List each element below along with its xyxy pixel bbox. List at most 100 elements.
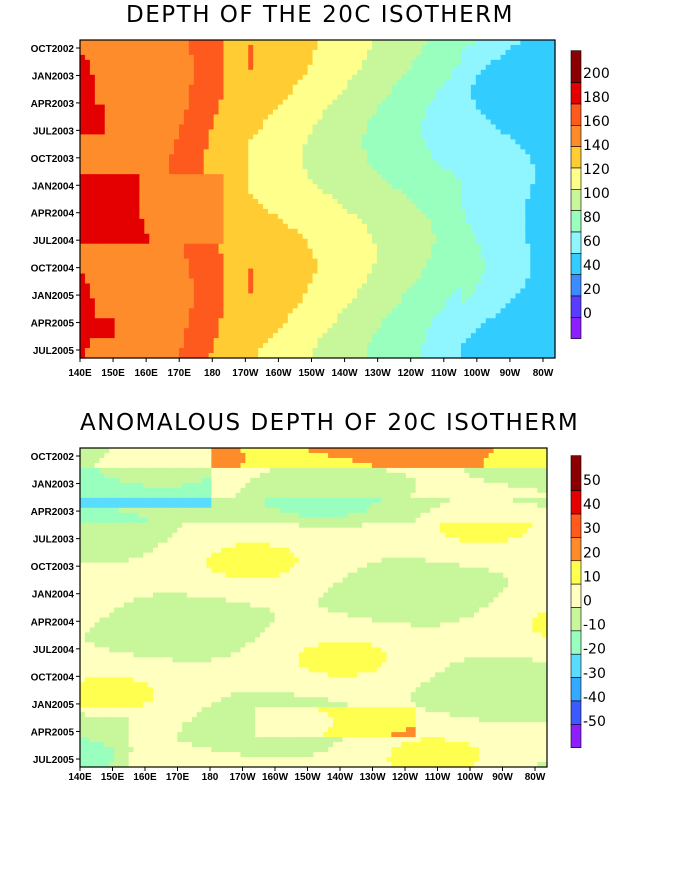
heatmap-cell — [302, 258, 309, 265]
heatmap-cell — [188, 84, 195, 91]
heatmap-cell — [406, 199, 413, 205]
heatmap-cell — [322, 84, 328, 91]
heatmap-cell — [203, 228, 210, 235]
heatmap-cell — [391, 174, 398, 180]
heatmap-cell — [94, 203, 101, 210]
heatmap-cell — [312, 109, 319, 116]
heatmap-cell — [495, 94, 502, 101]
heatmap-cell — [550, 218, 556, 225]
heatmap-cell — [233, 179, 239, 185]
heatmap-cell — [431, 94, 437, 101]
heatmap-cell — [109, 184, 116, 190]
heatmap-cell — [530, 109, 536, 116]
heatmap-cell — [178, 203, 185, 210]
heatmap-cell — [154, 174, 160, 180]
heatmap-cell — [411, 174, 418, 180]
heatmap-cell — [208, 189, 215, 195]
heatmap-cell — [505, 238, 512, 245]
heatmap-cell — [193, 40, 200, 46]
heatmap-cell — [243, 263, 249, 270]
heatmap-cell — [381, 288, 388, 295]
heatmap-cell — [154, 54, 160, 61]
heatmap-cell — [277, 149, 284, 155]
heatmap-cell — [94, 213, 101, 220]
heatmap-cell — [500, 208, 507, 215]
heatmap-cell — [198, 228, 205, 235]
heatmap-cell — [119, 189, 126, 195]
heatmap-cell — [272, 283, 279, 290]
heatmap-cell — [475, 288, 482, 295]
heatmap-cell — [119, 233, 126, 240]
heatmap-cell — [510, 54, 517, 61]
heatmap-cell — [465, 248, 472, 255]
heatmap-cell — [223, 263, 230, 270]
heatmap-cell — [169, 283, 175, 290]
heatmap-cell — [381, 199, 388, 205]
heatmap-cell — [332, 218, 338, 225]
heatmap-cell — [233, 268, 239, 275]
heatmap-cell — [391, 74, 398, 81]
heatmap-cell — [258, 114, 264, 121]
heatmap-cell — [406, 208, 413, 215]
heatmap-cell — [480, 263, 487, 270]
heatmap-cell — [327, 273, 333, 280]
heatmap-cell — [134, 184, 140, 190]
heatmap-cell — [104, 99, 111, 106]
heatmap-cell — [500, 124, 507, 131]
heatmap-cell — [258, 194, 264, 200]
heatmap-cell — [460, 79, 467, 86]
heatmap-cell — [149, 114, 155, 121]
heatmap-cell — [421, 74, 427, 81]
heatmap-cell — [198, 268, 205, 275]
heatmap-cell — [337, 119, 343, 126]
heatmap-cell — [436, 109, 442, 116]
heatmap-cell — [134, 223, 140, 230]
heatmap-cell — [520, 69, 526, 76]
isotherm-depth-panel: DEPTH OF THE 20C ISOTHERM OCT2002 JAN2003… — [0, 0, 680, 400]
heatmap-cell — [208, 194, 215, 200]
heatmap-cell — [470, 248, 477, 255]
heatmap-cell — [164, 258, 170, 265]
heatmap-cell — [154, 164, 160, 170]
heatmap-cell — [520, 243, 526, 250]
heatmap-cell — [134, 40, 140, 46]
heatmap-cell — [500, 243, 507, 250]
heatmap-cell — [109, 243, 116, 250]
heatmap-cell — [159, 69, 165, 76]
heatmap-cell — [178, 233, 185, 240]
heatmap-cell — [99, 79, 106, 86]
heatmap-cell — [268, 99, 274, 106]
heatmap-cell — [362, 149, 368, 155]
heatmap-cell — [357, 273, 363, 280]
heatmap-cell — [203, 273, 210, 280]
heatmap-cell — [446, 109, 452, 116]
heatmap-cell — [317, 218, 324, 225]
heatmap-cell — [144, 278, 150, 285]
heatmap-cell — [362, 134, 368, 140]
heatmap-cell — [80, 169, 86, 175]
heatmap-cell — [431, 293, 437, 299]
heatmap-cell — [525, 273, 531, 280]
heatmap-cell — [357, 243, 363, 250]
heatmap-cell — [238, 238, 244, 245]
heatmap-cell — [436, 139, 442, 145]
heatmap-cell — [233, 164, 239, 170]
heatmap-cell — [302, 94, 309, 101]
heatmap-cell — [525, 208, 531, 215]
heatmap-cell — [84, 208, 91, 215]
heatmap-cell — [198, 129, 205, 136]
heatmap-cell — [302, 223, 309, 230]
heatmap-cell — [451, 64, 457, 71]
heatmap-cell — [134, 114, 140, 121]
heatmap-cell — [342, 189, 348, 195]
heatmap-cell — [401, 144, 408, 150]
heatmap-cell — [238, 268, 244, 275]
heatmap-cell — [347, 94, 353, 101]
heatmap-cell — [525, 154, 531, 160]
heatmap-cell — [99, 99, 106, 106]
heatmap-cell — [223, 149, 230, 155]
heatmap-cell — [470, 288, 477, 295]
heatmap-cell — [203, 74, 210, 81]
heatmap-cell — [99, 109, 106, 116]
heatmap-cell — [307, 203, 314, 210]
